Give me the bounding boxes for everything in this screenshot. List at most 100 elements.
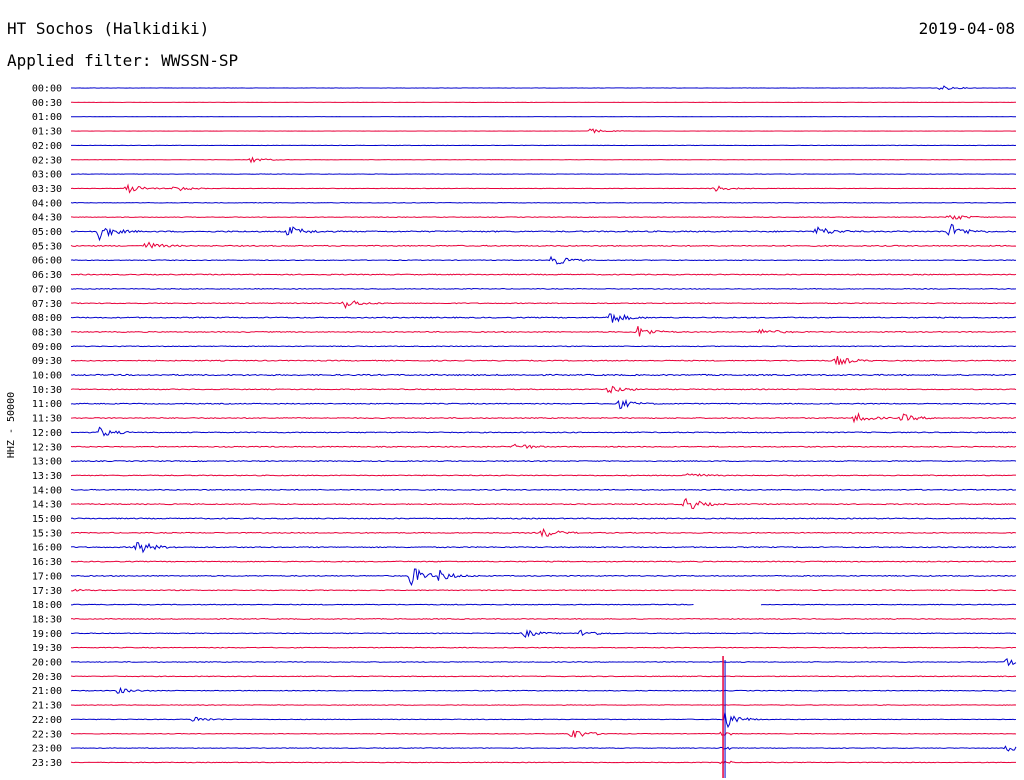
trace-row-19:30: [70, 646, 1017, 649]
row-label: 10:30: [32, 385, 62, 396]
trace-row-23:30: [70, 760, 1017, 765]
row-label: 20:00: [32, 658, 62, 669]
trace-row-18:00: [760, 603, 1017, 606]
row-label: 08:30: [32, 327, 62, 338]
trace-row-17:30: [70, 588, 1017, 592]
row-label: 12:30: [32, 442, 62, 453]
trace-row-13:30: [70, 473, 1017, 477]
trace-row-13:00: [70, 460, 1017, 463]
row-label: 01:00: [32, 112, 62, 123]
trace-row-18:00: [70, 603, 694, 606]
row-label: 20:30: [32, 672, 62, 683]
row-label: 15:00: [32, 514, 62, 525]
row-label: 15:30: [32, 528, 62, 539]
row-label: 06:30: [32, 270, 62, 281]
trace-row-14:30: [70, 497, 1017, 510]
row-label: 05:30: [32, 241, 62, 252]
row-label: 10:00: [32, 371, 62, 382]
row-label: 00:00: [32, 84, 62, 95]
trace-row-22:30: [70, 730, 1017, 738]
row-label: 02:00: [32, 141, 62, 152]
row-label: 02:30: [32, 155, 62, 166]
row-label: 00:30: [32, 98, 62, 109]
row-label: 16:30: [32, 557, 62, 568]
row-label: 07:30: [32, 299, 62, 310]
trace-row-04:30: [70, 214, 1017, 220]
trace-row-07:30: [70, 300, 1017, 310]
trace-row-07:00: [70, 288, 1017, 290]
trace-row-11:30: [70, 411, 1017, 424]
row-label: 22:00: [32, 715, 62, 726]
trace-row-20:00: [70, 658, 1017, 667]
trace-row-21:00: [70, 686, 1017, 694]
trace-row-22:00: [70, 712, 1017, 729]
row-label: 12:00: [32, 428, 62, 439]
trace-row-02:30: [70, 156, 1017, 164]
trace-row-18:30: [70, 618, 1017, 620]
row-label: 23:00: [32, 744, 62, 755]
trace-row-14:00: [70, 488, 1017, 491]
row-label: 03:00: [32, 170, 62, 181]
trace-row-08:00: [70, 313, 1017, 323]
row-label: 05:00: [32, 227, 62, 238]
row-label: 03:30: [32, 184, 62, 195]
row-label: 04:30: [32, 213, 62, 224]
row-label: 08:00: [32, 313, 62, 324]
trace-row-12:30: [70, 443, 1017, 450]
row-label: 13:00: [32, 457, 62, 468]
row-label: 21:30: [32, 701, 62, 712]
traces: [70, 85, 1017, 778]
trace-row-03:30: [70, 183, 1017, 194]
trace-row-06:30: [70, 273, 1017, 276]
row-label: 17:30: [32, 586, 62, 597]
row-label: 06:00: [32, 256, 62, 267]
trace-row-16:00: [70, 541, 1017, 554]
row-label: 19:30: [32, 643, 62, 654]
row-label: 17:00: [32, 571, 62, 582]
row-label: 13:30: [32, 471, 62, 482]
row-label: 21:00: [32, 686, 62, 697]
row-label: 18:00: [32, 600, 62, 611]
trace-row-01:30: [70, 128, 1017, 134]
row-label: 23:30: [32, 758, 62, 769]
trace-row-16:30: [70, 560, 1017, 563]
row-label: 11:00: [32, 399, 62, 410]
trace-row-05:30: [70, 241, 1017, 249]
trace-row-15:00: [70, 517, 1017, 520]
row-label: 07:00: [32, 284, 62, 295]
row-label: 11:30: [32, 414, 62, 425]
trace-row-05:00: [70, 223, 1017, 242]
row-label: 01:30: [32, 127, 62, 138]
y-axis-label: HHZ - 50000: [6, 392, 17, 458]
date-label: 2019-04-08: [918, 19, 1015, 38]
trace-row-17:00: [70, 568, 1017, 587]
trace-row-08:30: [70, 326, 1017, 337]
row-label: 09:30: [32, 356, 62, 367]
station-title: HT Sochos (Halkidiki): [7, 19, 210, 38]
row-labels: 00:00 00:30 01:00 01:30 02:00 02:30 03:00 03:30…: [32, 84, 62, 769]
trace-row-12:00: [70, 426, 1017, 437]
trace-row-10:30: [70, 385, 1017, 394]
trace-row-09:30: [70, 356, 1017, 366]
row-label: 16:00: [32, 543, 62, 554]
trace-row-10:00: [70, 373, 1017, 377]
trace-row-15:30: [70, 527, 1017, 538]
trace-row-20:30: [70, 675, 1017, 678]
trace-row-09:00: [70, 345, 1017, 348]
trace-row-11:00: [70, 398, 1017, 410]
row-label: 18:30: [32, 614, 62, 625]
trace-row-06:00: [70, 255, 1017, 265]
row-label: 19:00: [32, 629, 62, 640]
row-label: 09:00: [32, 342, 62, 353]
row-label: 14:00: [32, 485, 62, 496]
row-label: 22:30: [32, 729, 62, 740]
filter-label: Applied filter: WWSSN-SP: [7, 51, 239, 70]
row-label: 14:30: [32, 500, 62, 511]
row-label: 04:00: [32, 198, 62, 209]
trace-row-00:00: [70, 85, 1017, 90]
trace-row-21:30: [70, 704, 1017, 706]
trace-row-04:00: [70, 202, 1017, 204]
trace-row-23:00: [70, 745, 1017, 752]
trace-row-19:00: [70, 629, 1017, 639]
